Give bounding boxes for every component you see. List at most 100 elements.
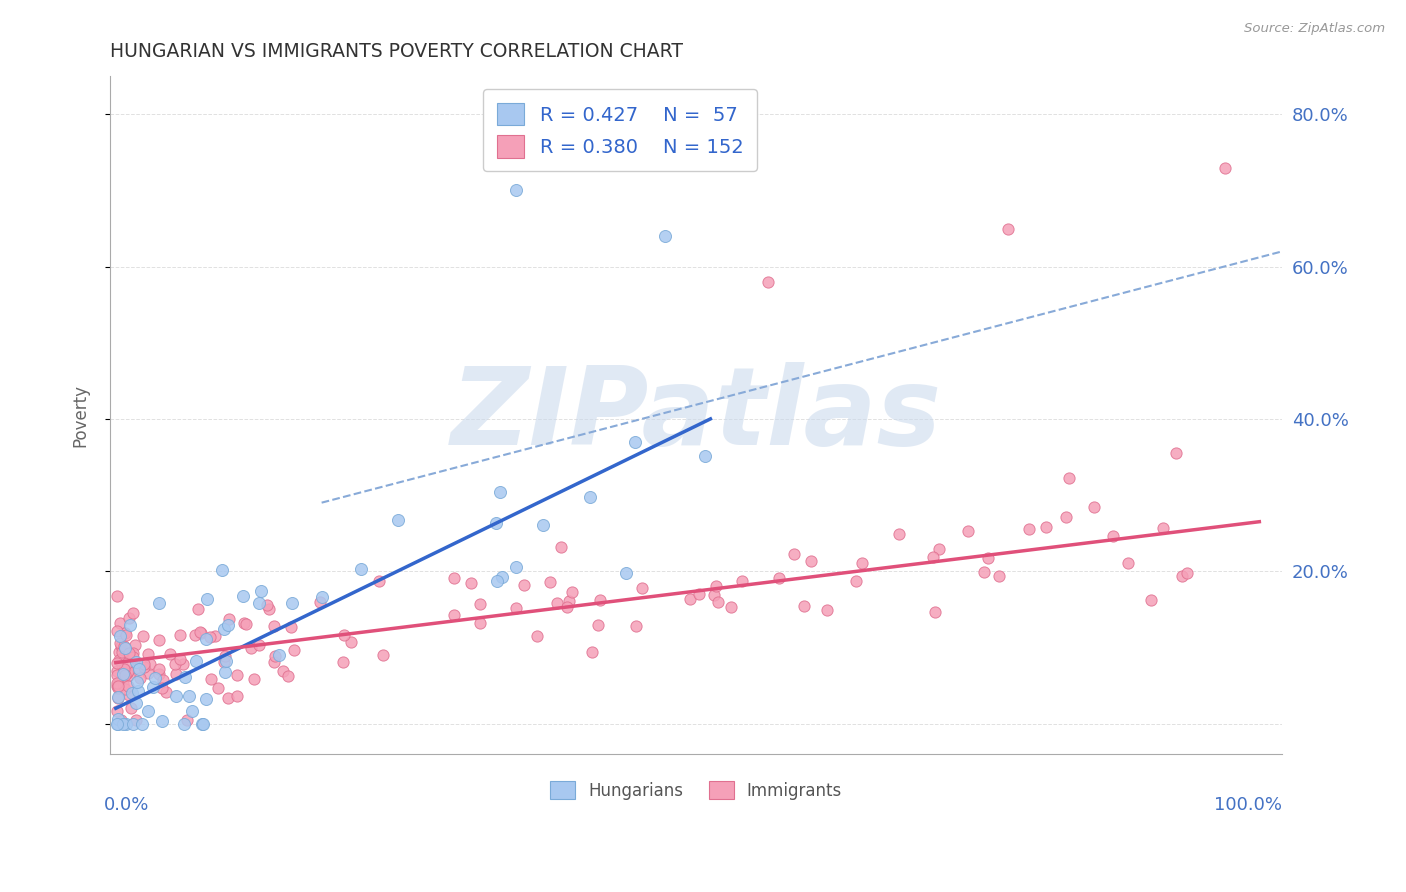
Point — [489, 485, 512, 500]
Point — [1166, 446, 1188, 460]
Point — [111, 645, 134, 659]
Point — [505, 560, 527, 574]
Point — [561, 584, 583, 599]
Point — [105, 589, 128, 603]
Point — [155, 685, 177, 699]
Point — [468, 597, 491, 611]
Point — [118, 668, 141, 682]
Point — [112, 664, 135, 678]
Point — [277, 669, 299, 683]
Point — [173, 716, 195, 731]
Point — [105, 624, 128, 639]
Point — [217, 618, 239, 632]
Point — [108, 616, 131, 631]
Point — [263, 655, 285, 669]
Point — [1175, 566, 1198, 581]
Text: 100.0%: 100.0% — [1215, 796, 1282, 814]
Point — [152, 681, 174, 696]
Point — [589, 593, 612, 607]
Point — [1018, 522, 1040, 536]
Point — [184, 654, 207, 668]
Point — [485, 516, 508, 530]
Point — [1140, 593, 1163, 607]
Point — [148, 667, 170, 681]
Point — [928, 542, 950, 557]
Point — [132, 629, 155, 643]
Point — [107, 681, 129, 695]
Point — [513, 578, 536, 592]
Point — [125, 713, 148, 727]
Point — [387, 513, 409, 527]
Point — [555, 599, 578, 614]
Point — [1083, 500, 1105, 515]
Point — [526, 630, 548, 644]
Point — [198, 630, 221, 644]
Point — [124, 696, 146, 710]
Point — [105, 704, 128, 718]
Point — [212, 622, 235, 636]
Point — [112, 676, 135, 690]
Point — [184, 628, 207, 642]
Point — [134, 657, 156, 671]
Point — [1057, 471, 1080, 485]
Point — [1152, 521, 1174, 535]
Point — [124, 638, 146, 652]
Point — [283, 643, 305, 657]
Point — [112, 639, 135, 653]
Point — [368, 574, 391, 589]
Point — [139, 657, 162, 671]
Point — [107, 716, 129, 731]
Point — [105, 668, 128, 682]
Point — [105, 679, 128, 693]
Point — [145, 671, 167, 685]
Point — [117, 664, 139, 678]
Point — [1171, 568, 1194, 582]
Point — [214, 648, 236, 663]
Point — [243, 672, 266, 686]
Point — [122, 716, 145, 731]
Point — [333, 628, 356, 642]
Point — [148, 632, 170, 647]
Point — [460, 576, 482, 591]
Point — [200, 672, 222, 686]
Point — [350, 562, 373, 576]
Point — [247, 596, 270, 610]
Point — [136, 666, 159, 681]
Point — [977, 550, 1000, 565]
Point — [176, 713, 198, 727]
Point — [114, 640, 136, 655]
Point — [165, 667, 187, 681]
Point — [579, 490, 602, 504]
Point — [486, 574, 509, 588]
Point — [281, 596, 304, 610]
Point — [1054, 510, 1077, 524]
Point — [280, 620, 302, 634]
Point — [215, 654, 238, 668]
Point — [118, 611, 141, 625]
Point — [550, 541, 572, 555]
Point — [110, 639, 132, 653]
Point — [105, 716, 128, 731]
Point — [108, 636, 131, 650]
Point — [148, 662, 170, 676]
Point — [127, 684, 149, 698]
Point — [118, 618, 141, 632]
Point — [114, 667, 136, 681]
Point — [108, 653, 131, 667]
Point — [105, 676, 128, 690]
Point — [704, 579, 727, 593]
Point — [108, 629, 131, 643]
Point — [815, 603, 838, 617]
Point — [114, 682, 136, 697]
Point — [957, 524, 980, 538]
Point — [703, 588, 725, 602]
Point — [443, 608, 465, 623]
Point — [924, 605, 946, 619]
Point — [165, 690, 187, 704]
Point — [720, 599, 742, 614]
Point — [105, 657, 128, 671]
Point — [152, 673, 174, 688]
Point — [269, 648, 291, 662]
Point — [263, 619, 285, 633]
Point — [141, 681, 163, 695]
